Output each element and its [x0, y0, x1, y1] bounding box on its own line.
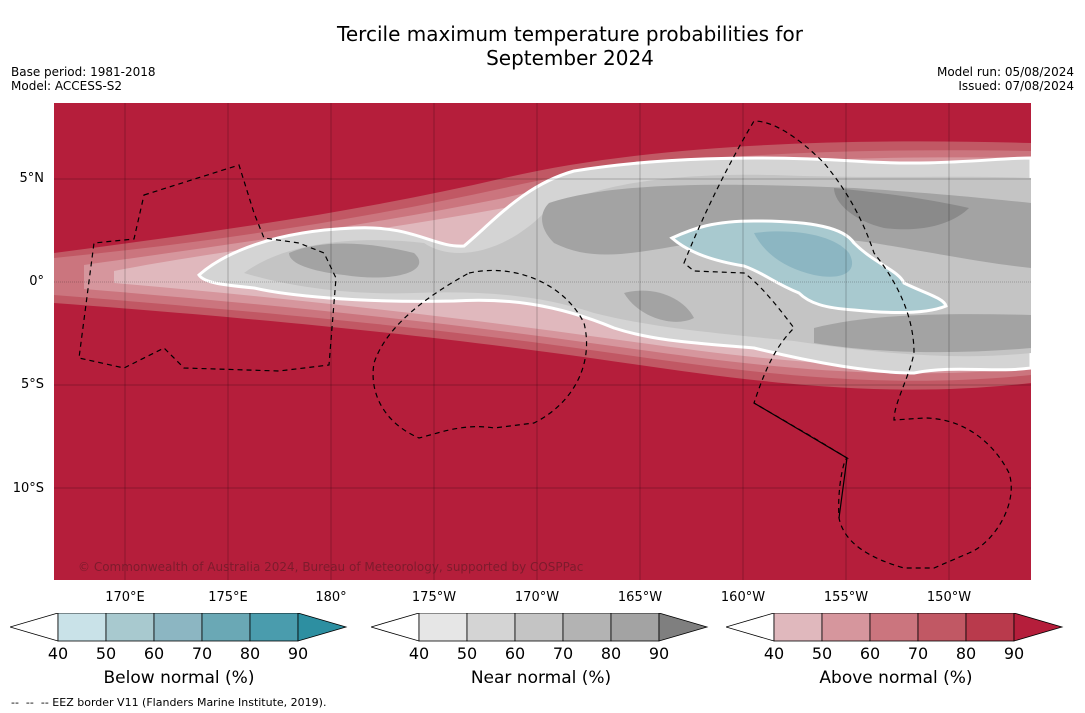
lat-label-0: 0°	[29, 274, 44, 289]
eez-borders	[78, 120, 1012, 569]
issued-date: Issued: 07/08/2024	[958, 79, 1074, 93]
colorbar-tick-label: 90	[287, 644, 309, 663]
colorbar-segment	[562, 613, 612, 642]
lon-label-155w: 155°W	[823, 590, 869, 605]
lon-label-170e: 170°E	[105, 590, 145, 605]
colorbar-extend-high	[297, 613, 348, 642]
colorbar-below-normal	[10, 613, 348, 642]
meta-right: Model run: 05/08/2024 Issued: 07/08/2024	[937, 65, 1074, 93]
colorbar-extend-high	[658, 613, 709, 642]
colorbar-tick-label: 60	[143, 644, 165, 663]
colorbar-tick-label: 60	[859, 644, 881, 663]
lon-label-170w: 170°W	[514, 590, 560, 605]
eez-legend-note: -- -- -- EEZ border V11 (Flanders Marine…	[11, 696, 327, 709]
colorbar-extend-low	[10, 613, 59, 642]
near-normal-70c	[814, 314, 1031, 353]
lon-label-160w: 160°W	[720, 590, 766, 605]
colorbar-above-normal	[726, 613, 1064, 642]
model-name: Model: ACCESS-S2	[11, 79, 123, 93]
lon-label-150w: 150°W	[926, 590, 972, 605]
base-period: Base period: 1981-2018	[11, 65, 156, 79]
colorbar-extend-high	[1013, 613, 1064, 642]
copyright-notice: © Commonwealth of Australia 2024, Bureau…	[78, 560, 584, 574]
colorbar-tick-label: 40	[47, 644, 69, 663]
colorbar-tick-label: 90	[648, 644, 670, 663]
colorbar-title-below: Below normal (%)	[103, 668, 255, 688]
near-normal-80	[834, 188, 969, 230]
graticule	[54, 103, 1031, 580]
map-graphic	[54, 103, 1031, 580]
colorbar-extend-low	[726, 613, 775, 642]
lon-label-175w: 175°W	[411, 590, 457, 605]
colorbar-segment	[965, 613, 1015, 642]
below-normal-60	[754, 231, 853, 277]
colorbar-segment	[201, 613, 251, 642]
colorbar-tick-label: 60	[504, 644, 526, 663]
colorbar-segment	[105, 613, 155, 642]
colorbar-tick-label: 90	[1003, 644, 1025, 663]
colorbar-tick-label: 50	[811, 644, 833, 663]
colorbar-tick-label: 80	[955, 644, 977, 663]
map-panel	[54, 103, 1031, 580]
meta-left: Base period: 1981-2018 Model: ACCESS-S2	[11, 65, 156, 93]
lon-label-175e: 175°E	[208, 590, 248, 605]
colorbar-segment	[153, 613, 203, 642]
lat-label-10s: 10°S	[12, 481, 44, 496]
colorbar-segment	[610, 613, 660, 642]
colorbar-segment	[514, 613, 564, 642]
colorbar-segment	[821, 613, 871, 642]
colorbar-segment	[249, 613, 299, 642]
near-normal-70d	[624, 290, 694, 322]
colorbar-title-near: Near normal (%)	[470, 668, 612, 688]
colorbar-segment	[917, 613, 967, 642]
colorbar-extend-low	[371, 613, 420, 642]
lon-label-165w: 165°W	[617, 590, 663, 605]
colorbar-tick-label: 70	[907, 644, 929, 663]
colorbar-segment	[418, 613, 468, 642]
colorbar-tick-label: 40	[763, 644, 785, 663]
colorbar-near-normal	[371, 613, 709, 642]
colorbar-segment	[57, 613, 107, 642]
boundary-line	[753, 402, 848, 519]
colorbar-tick-label: 40	[408, 644, 430, 663]
lat-label-5n: 5°N	[19, 171, 45, 186]
map-title: Tercile maximum temperature probabilitie…	[337, 22, 803, 70]
colorbar-tick-label: 80	[600, 644, 622, 663]
colorbar-title-above: Above normal (%)	[819, 668, 973, 688]
colorbar-tick-label: 70	[552, 644, 574, 663]
colorbar-tick-label: 80	[239, 644, 261, 663]
colorbar-tick-label: 70	[191, 644, 213, 663]
model-run: Model run: 05/08/2024	[936, 65, 1074, 79]
colorbar-tick-label: 50	[95, 644, 117, 663]
lat-label-5s: 5°S	[20, 377, 44, 392]
colorbar-tick-label: 50	[456, 644, 478, 663]
colorbar-segment	[466, 613, 516, 642]
colorbar-segment	[773, 613, 823, 642]
lon-label-180: 180°	[315, 590, 347, 605]
colorbar-segment	[869, 613, 919, 642]
